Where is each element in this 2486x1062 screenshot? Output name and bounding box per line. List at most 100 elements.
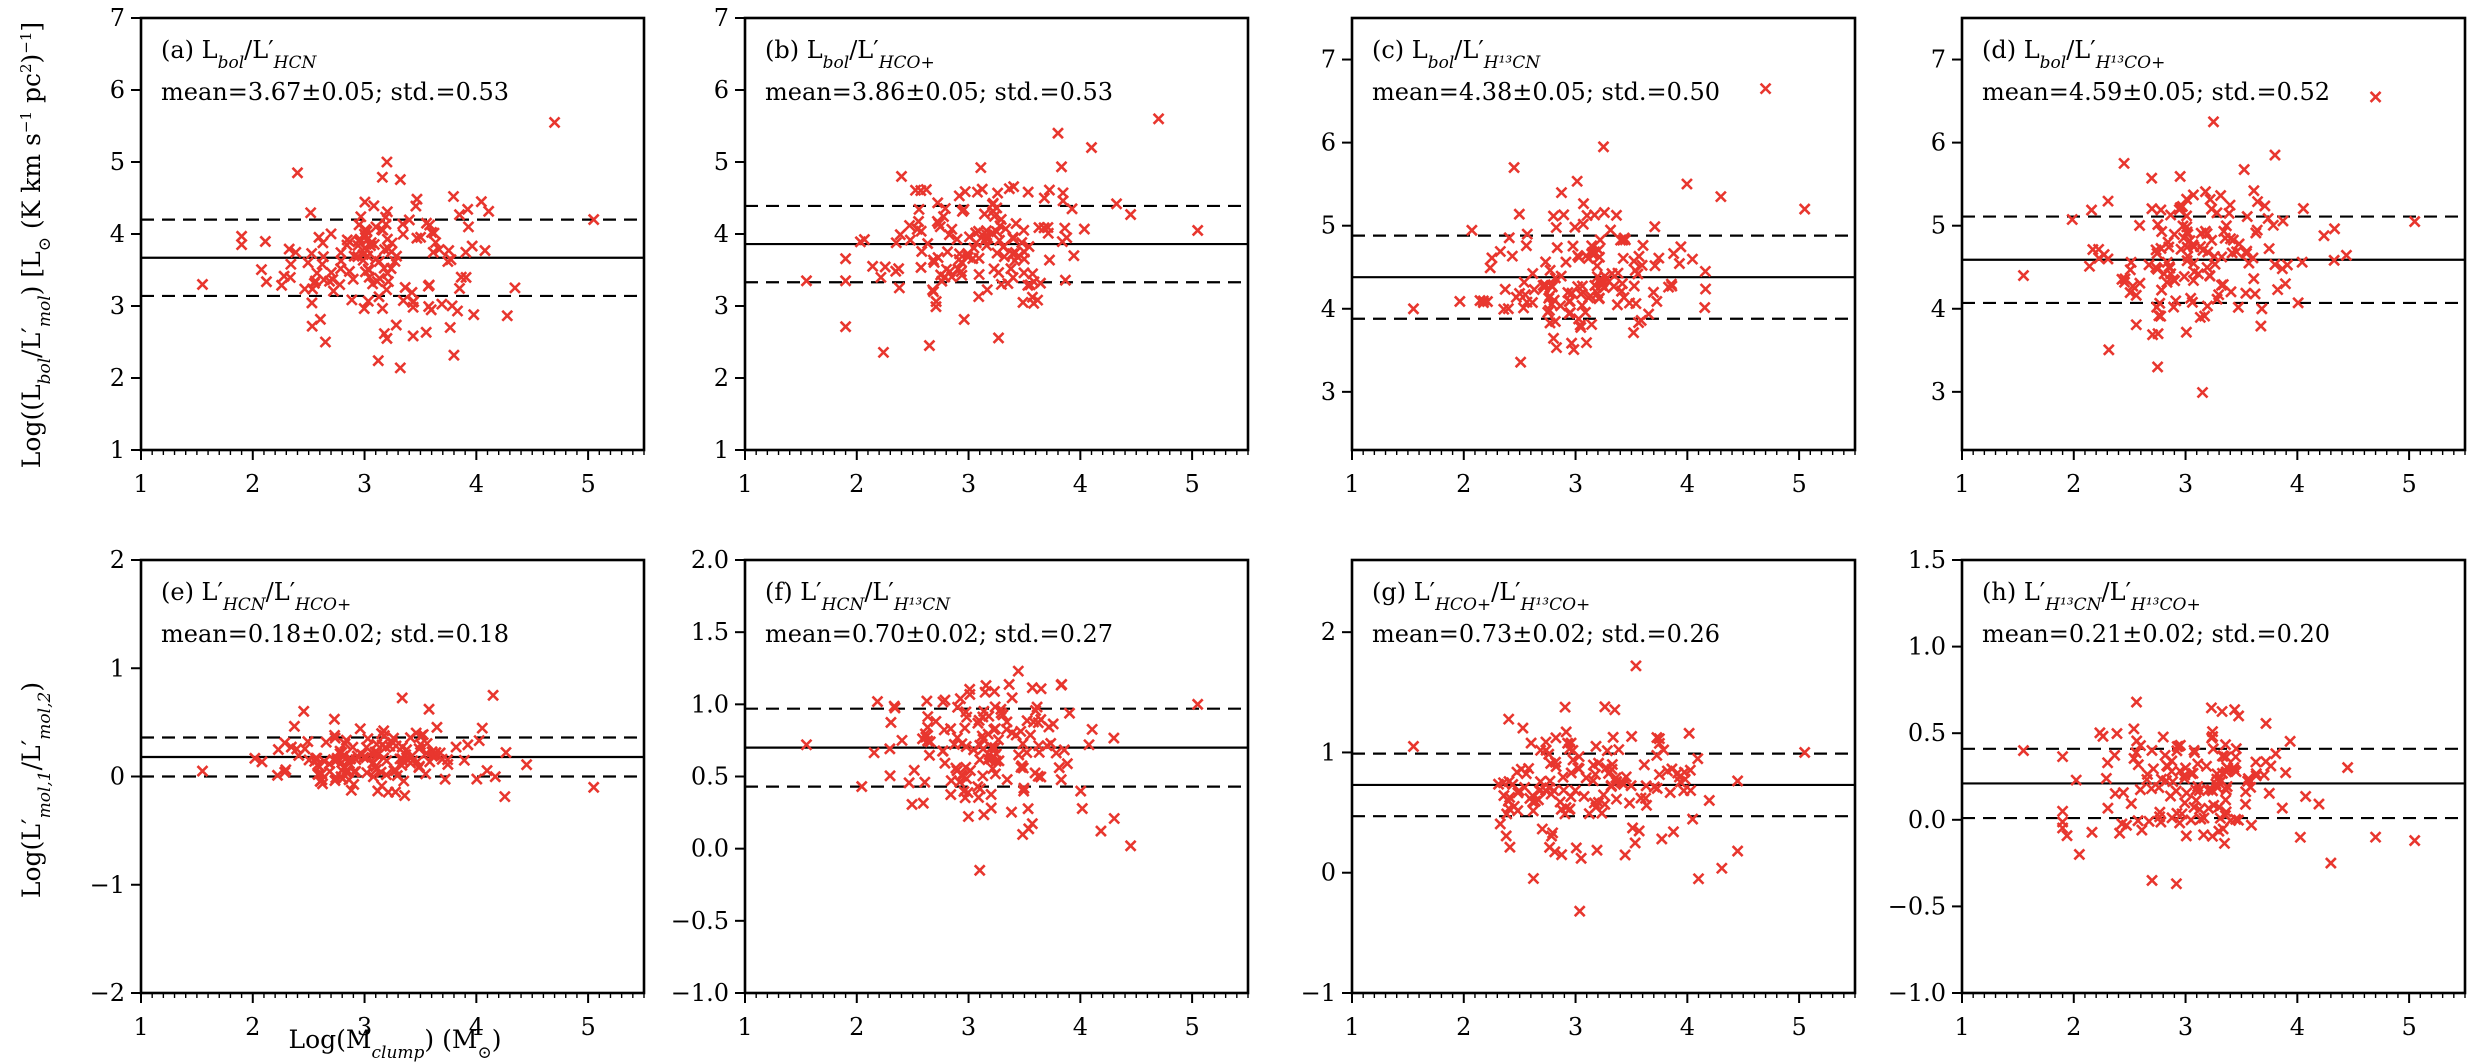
data-point [396,692,409,704]
data-point [271,769,284,782]
data-point [377,724,390,737]
data-point [1647,286,1660,299]
y-tick-label: −1 [1301,979,1336,1007]
panel-h: 1 2 3 4 5 −1.0 −0.5 0.0 0.5 1.0 1.5 (h) L′H¹³CN/L′H… [1888,546,2467,1041]
data-point [1534,784,1547,796]
data-point [982,728,995,740]
data-point [1590,740,1602,753]
data-point [361,732,374,745]
data-point [918,776,931,789]
data-point [1536,823,1549,835]
data-point [1486,252,1498,264]
data-point [2226,246,2239,259]
data-point [2167,301,2180,314]
data-point [406,296,419,309]
data-point [1571,280,1584,293]
data-point [1006,691,1019,704]
data-point [927,254,940,266]
data-point [2130,735,2143,747]
x-tick-label: 2 [849,1013,864,1041]
data-point [1598,206,1611,219]
data-point [1525,737,1538,750]
data-point [1550,341,1563,354]
data-point [1610,793,1623,806]
data-point [1055,773,1068,786]
data-point [1110,197,1123,210]
data-point [587,781,600,794]
data-point [951,233,963,246]
data-point [1798,203,1811,215]
y-tick-label: 5 [714,148,729,176]
data-point [2216,750,2229,762]
x-tick-label: 5 [1184,470,1199,498]
data-point [373,290,385,303]
data-point [951,701,964,714]
data-point [1573,762,1585,775]
data-point [366,757,379,769]
data-point [2247,184,2260,197]
panel-stats: mean=3.67±0.05; std.=0.53 [161,78,509,106]
data-point [2061,829,2073,842]
data-point [1026,681,1039,694]
y-tick-label: 1 [110,436,125,464]
data-point [953,189,966,202]
y-tick-label: 6 [1321,129,1336,157]
axes-frame [1350,558,1857,995]
data-point [1551,241,1564,254]
data-point [2201,261,2214,274]
data-point [2263,242,2276,255]
data-point [2220,761,2233,774]
data-point [360,766,373,779]
data-point [908,764,921,777]
y-tick-label: −0.5 [671,907,729,935]
data-point [1021,714,1034,727]
y-tick-label: 5 [110,148,125,176]
y-tick-label: 7 [110,4,125,32]
data-point [376,302,389,315]
panel-label: (e) L′HCN/L′HCO+ [161,578,351,615]
data-point [2216,705,2228,718]
data-point [398,789,411,802]
data-point [1506,250,1519,263]
data-point [1055,160,1068,173]
data-point [255,263,268,276]
data-point [260,275,273,288]
data-point [1573,905,1586,918]
data-point [1085,141,1098,154]
data-point [939,694,951,706]
data-point [903,219,916,232]
data-point [1655,832,1668,845]
data-point [2170,877,2183,890]
y-tick-label: 0.0 [691,835,729,863]
data-point [963,230,976,243]
data-point [1021,279,1034,292]
data-point [2174,170,2187,183]
panel-stats: mean=3.86±0.05; std.=0.53 [765,78,1113,106]
data-point [448,349,460,362]
data-point [2102,343,2115,356]
data-point [396,218,409,230]
data-point [2245,819,2258,832]
y-tick-label: 1.0 [691,690,729,718]
data-point [1575,852,1588,865]
data-point [2155,284,2168,296]
data-point [1512,786,1524,799]
data-point [1516,722,1529,734]
data-point [2194,311,2207,324]
data-point [353,218,366,231]
data-point [289,246,302,259]
data-point [1012,665,1025,678]
data-point [889,265,902,278]
data-point [481,764,493,777]
data-point [1055,679,1068,692]
data-point [1640,779,1653,792]
data-point [396,755,409,768]
data-point [1546,826,1559,839]
data-point [371,749,384,761]
data-point [2194,813,2207,825]
data-point [1557,771,1569,784]
data-point [1521,296,1533,309]
data-point [1547,784,1560,797]
data-point [2220,783,2233,796]
y-tick-label: 0 [110,763,125,791]
